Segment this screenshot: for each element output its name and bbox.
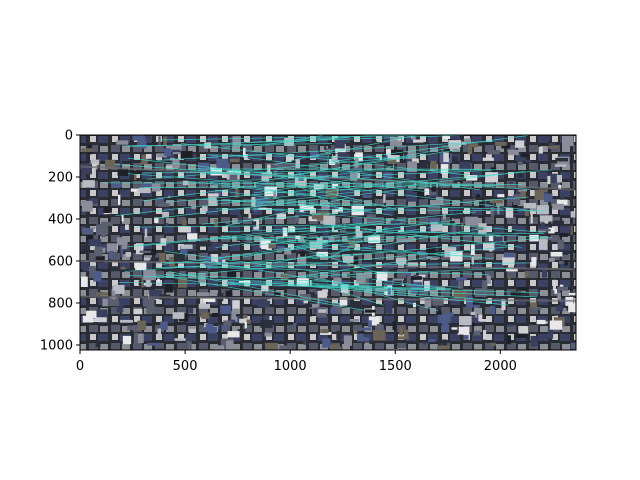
aerial-image (80, 135, 576, 350)
x-tick-label: 0 (76, 359, 84, 374)
axes-frame (79, 134, 577, 351)
x-axis: 0 500 1000 1500 2000 (76, 350, 517, 374)
y-tick-label: 800 (48, 296, 73, 311)
y-tick-label: 0 (65, 129, 73, 144)
x-tick-label: 500 (173, 359, 198, 374)
y-tick-label: 200 (48, 170, 73, 185)
x-tick-label: 1000 (274, 359, 307, 374)
x-tick-label: 1500 (379, 359, 412, 374)
y-tick-label: 1000 (40, 338, 73, 353)
y-tick-label: 400 (48, 212, 73, 227)
x-tick-label: 2000 (484, 359, 517, 374)
y-axis: 0 200 400 600 800 1000 (40, 129, 80, 353)
y-tick-label: 600 (48, 254, 73, 269)
